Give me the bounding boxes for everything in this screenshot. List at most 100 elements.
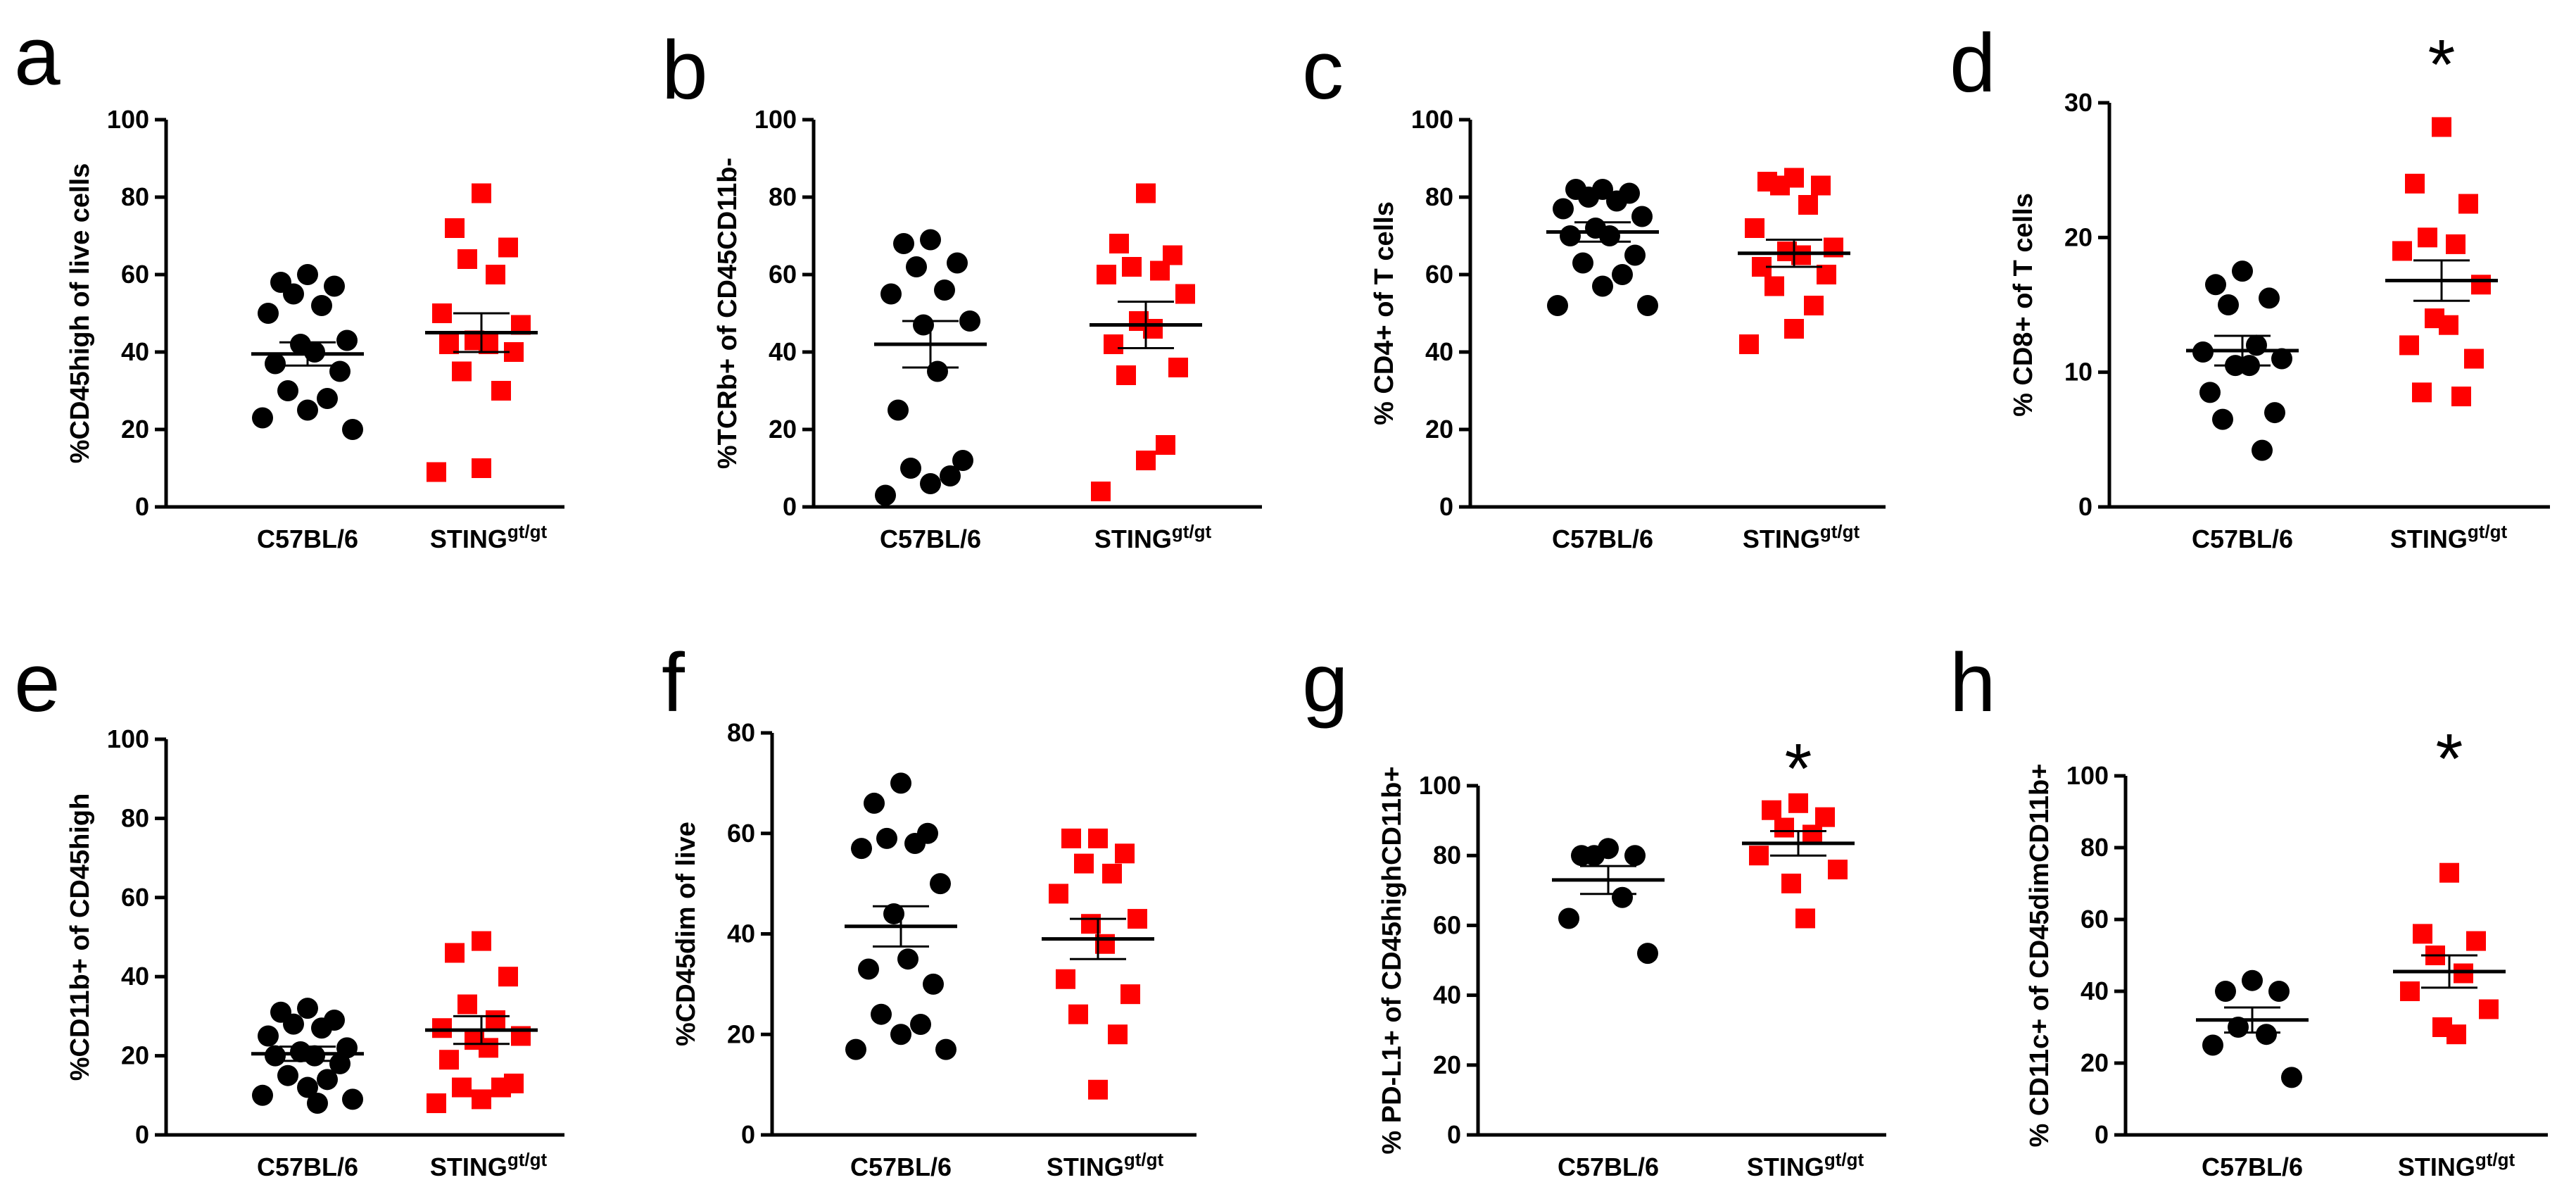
data-point bbox=[959, 310, 980, 332]
data-point bbox=[2413, 924, 2432, 944]
y-tick-label: 80 bbox=[121, 803, 149, 832]
data-point bbox=[2432, 117, 2451, 137]
data-point bbox=[1795, 908, 1815, 929]
y-tick-label: 0 bbox=[1447, 1120, 1461, 1149]
data-point bbox=[277, 1064, 298, 1086]
x-category-label: C57BL/6 bbox=[257, 1153, 358, 1181]
y-tick-label: 40 bbox=[121, 337, 149, 366]
data-point bbox=[2215, 981, 2236, 1002]
data-point bbox=[2232, 260, 2253, 282]
data-point bbox=[2212, 408, 2233, 430]
data-point bbox=[1739, 334, 1759, 354]
data-point bbox=[2281, 1067, 2302, 1088]
data-point bbox=[1091, 482, 1111, 501]
data-point bbox=[498, 237, 518, 258]
y-tick-label: 0 bbox=[1439, 492, 1453, 521]
x-category-label: STINGgt/gt bbox=[1743, 521, 1860, 553]
data-point bbox=[900, 458, 921, 479]
data-point bbox=[2271, 348, 2292, 370]
data-point bbox=[883, 903, 904, 924]
y-tick-label: 40 bbox=[1433, 981, 1461, 1010]
data-point bbox=[2202, 1034, 2223, 1056]
data-point bbox=[486, 1010, 505, 1031]
data-point bbox=[871, 1003, 892, 1025]
data-point bbox=[1745, 218, 1764, 238]
data-point bbox=[1156, 435, 1175, 455]
y-tick-label: 100 bbox=[1411, 105, 1453, 134]
data-point bbox=[904, 833, 926, 855]
data-point bbox=[1115, 843, 1135, 864]
panel-d: d 0 10 20 30 % CD8+ of T cells C57BL/6 STINGgt/… bbox=[1950, 17, 2550, 553]
data-point bbox=[1049, 884, 1068, 904]
data-point bbox=[1592, 275, 1613, 297]
data-point bbox=[1120, 984, 1140, 1005]
y-tick-label: 80 bbox=[1433, 841, 1461, 869]
data-point bbox=[1788, 793, 1808, 813]
data-point bbox=[947, 252, 968, 274]
data-point bbox=[252, 407, 273, 429]
data-point bbox=[888, 399, 909, 421]
data-point bbox=[498, 967, 518, 987]
data-point bbox=[1104, 334, 1123, 354]
data-point bbox=[930, 873, 951, 895]
data-point bbox=[1762, 800, 1781, 820]
category-superscript: gt/gt bbox=[507, 1149, 548, 1170]
data-point bbox=[1815, 807, 1835, 827]
y-tick-label: 40 bbox=[769, 337, 797, 366]
data-point bbox=[1798, 195, 1818, 215]
data-point bbox=[1802, 824, 1822, 845]
category-superscript: gt/gt bbox=[1124, 1149, 1164, 1170]
x-category-label: STINGgt/gt bbox=[430, 521, 548, 553]
y-axis-label: %CD45dim of live bbox=[671, 822, 701, 1046]
x-category-label: C57BL/6 bbox=[2202, 1153, 2303, 1181]
data-point bbox=[427, 1093, 446, 1114]
y-tick-label: 10 bbox=[2064, 358, 2092, 387]
data-point bbox=[2471, 275, 2491, 295]
panel-letter: f bbox=[662, 636, 685, 729]
category-superscript: gt/gt bbox=[1824, 1149, 1864, 1170]
data-point bbox=[1074, 853, 1094, 874]
data-point bbox=[2218, 294, 2239, 315]
data-point bbox=[2451, 387, 2471, 407]
data-point bbox=[952, 450, 973, 471]
data-point bbox=[439, 1050, 459, 1070]
data-point bbox=[297, 1076, 318, 1098]
y-tick-label: 20 bbox=[121, 415, 149, 444]
data-point bbox=[2446, 1024, 2466, 1045]
data-point bbox=[1637, 295, 1658, 316]
data-point bbox=[1109, 234, 1129, 253]
data-point bbox=[472, 1089, 491, 1110]
y-tick-label: 0 bbox=[2095, 1120, 2109, 1149]
data-point bbox=[311, 1017, 332, 1039]
y-tick-label: 0 bbox=[135, 492, 149, 521]
data-point bbox=[1784, 319, 1804, 339]
data-point bbox=[2405, 173, 2425, 194]
data-point bbox=[1175, 284, 1195, 304]
data-point bbox=[880, 283, 902, 305]
data-point bbox=[329, 360, 351, 382]
y-tick-label: 60 bbox=[1425, 260, 1453, 289]
y-axis-label: % CD8+ of T cells bbox=[2009, 193, 2038, 417]
data-point bbox=[304, 341, 325, 363]
y-axis-label: %CD11b+ of CD45high bbox=[65, 793, 95, 1081]
panel-f: f 0 20 40 60 80 %CD45dim of live C57BL/6 STINGgt… bbox=[662, 636, 1197, 1181]
panel-letter: a bbox=[14, 10, 61, 103]
data-point bbox=[864, 792, 885, 814]
data-point bbox=[2199, 382, 2221, 403]
data-point bbox=[858, 958, 879, 980]
data-point bbox=[445, 218, 465, 238]
y-tick-label: 40 bbox=[1425, 337, 1453, 366]
data-point bbox=[1128, 909, 1147, 929]
data-point bbox=[1102, 863, 1122, 884]
y-axis-label: %TCRb+ of CD45CD11b- bbox=[713, 158, 743, 469]
x-category-label: C57BL/6 bbox=[257, 525, 358, 553]
data-point bbox=[472, 458, 491, 478]
data-point bbox=[486, 265, 505, 284]
data-point bbox=[342, 1088, 363, 1110]
data-point bbox=[297, 264, 318, 285]
x-category-label: C57BL/6 bbox=[1558, 1153, 1659, 1181]
category-superscript: gt/gt bbox=[1172, 521, 1212, 542]
data-point bbox=[445, 943, 465, 963]
data-point bbox=[472, 931, 491, 951]
y-tick-label: 100 bbox=[1419, 771, 1461, 800]
